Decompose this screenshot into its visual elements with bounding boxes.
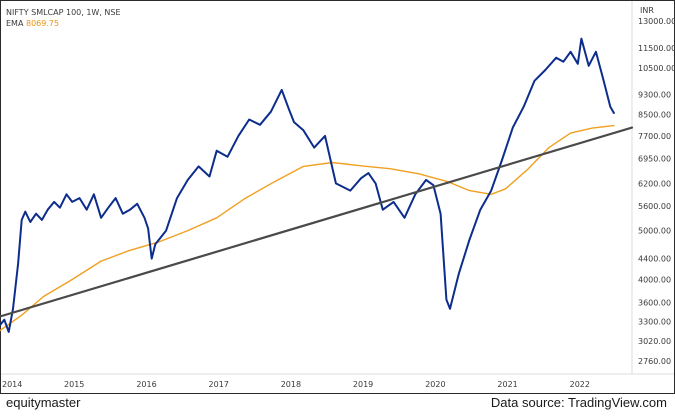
x-tick-label: 2021 (497, 380, 517, 389)
y-tick-label: 2760.00 (638, 357, 671, 366)
y-tick-label: 7700.00 (638, 132, 671, 141)
x-tick-label: 2017 (209, 380, 229, 389)
x-tick-label: 2018 (281, 380, 301, 389)
x-tick-label: 2014 (2, 380, 22, 389)
y-tick-label: 11500.00 (638, 44, 675, 53)
ema-line (0, 124, 615, 332)
x-tick-label: 2020 (425, 380, 445, 389)
data-source: Data source: TradingView.com (490, 395, 667, 410)
x-tick-label: 2019 (353, 380, 373, 389)
y-tick-label: 4400.00 (638, 255, 671, 264)
y-tick-label: 6950.00 (638, 154, 671, 163)
x-axis-ticks: 2014 2015 2016 2017 2018 2019 2020 2021 2022 (2, 380, 590, 389)
y-tick-label: 8500.00 (638, 110, 671, 119)
x-tick-label: 2016 (136, 380, 156, 389)
ema-label: EMA (6, 19, 24, 28)
y-tick-label: 5000.00 (638, 227, 671, 236)
y-tick-label: 9300.00 (638, 91, 671, 100)
y-tick-label: 5600.00 (638, 202, 671, 211)
x-tick-label: 2015 (64, 380, 84, 389)
y-tick-label: 10500.00 (638, 64, 675, 73)
y-axis-ticks: 2760.00 3020.00 3300.00 3600.00 4000.00 4400.… (638, 17, 675, 366)
y-tick-label: 3020.00 (638, 337, 671, 346)
y-tick-label: 6200.00 (638, 179, 671, 188)
y-tick-label: 13000.00 (638, 17, 675, 26)
chart-border (0, 0, 675, 394)
brand-logo: equitymaster (6, 395, 81, 410)
y-tick-label: 3300.00 (638, 318, 671, 327)
y-tick-label: 3600.00 (638, 299, 671, 308)
y-axis-title: INR (640, 6, 654, 15)
y-tick-label: 4000.00 (638, 276, 671, 285)
price-line (0, 37, 615, 333)
series-layer (0, 37, 634, 333)
ema-value: 8069.75 (26, 19, 59, 28)
trend-line (0, 126, 634, 318)
symbol-label: NIFTY SMLCAP 100, 1W, NSE (6, 8, 121, 17)
x-tick-label: 2022 (570, 380, 590, 389)
